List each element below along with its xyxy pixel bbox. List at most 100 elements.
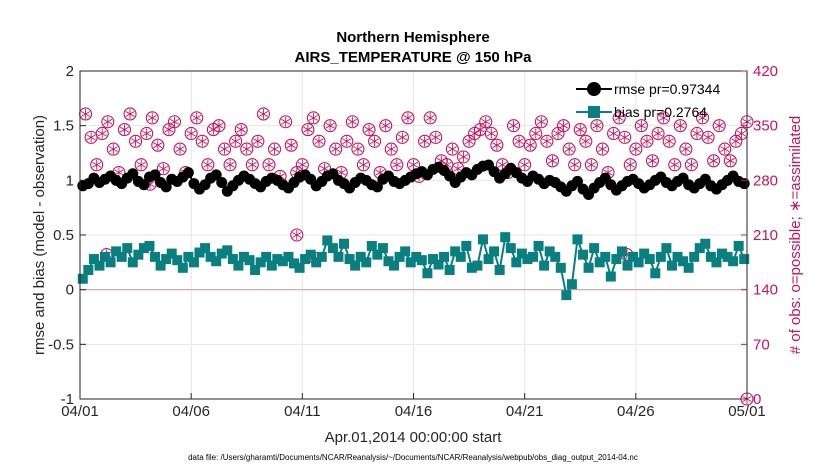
obs-asterisk-stroke <box>408 161 419 168</box>
obs-possible-point <box>312 134 326 148</box>
bias-point <box>255 257 266 268</box>
chart-title-line2: AIRS_TEMPERATURE @ 150 hPa <box>295 49 533 66</box>
obs-asterisk-stroke <box>725 157 735 164</box>
obs-possible-point <box>323 119 337 133</box>
obs-assimilated-point <box>292 230 302 240</box>
obs-possible-point <box>529 126 543 141</box>
bias-point <box>283 251 294 262</box>
obs-asterisk-stroke <box>442 161 452 168</box>
obs-assimilated-point <box>197 136 207 147</box>
bias-point <box>344 254 355 265</box>
obs-assimilated-point <box>314 136 324 147</box>
obs-possible-point <box>167 115 182 129</box>
obs-possible-point <box>701 130 715 144</box>
obs-asterisk-stroke <box>575 126 585 133</box>
bias-point <box>355 251 366 262</box>
obs-possible-point <box>390 158 404 172</box>
obs-asterisk-stroke <box>347 118 357 125</box>
obs-asterisk-stroke <box>609 130 619 137</box>
obs-assimilated-point <box>297 159 307 170</box>
rmse-point <box>738 178 750 190</box>
obs-asterisk-stroke <box>447 146 457 152</box>
y-tick-label-left: -1 <box>61 391 74 408</box>
obs-assimilated-point <box>231 136 241 147</box>
obs-possible-point <box>351 142 365 156</box>
bias-layer <box>77 232 750 301</box>
obs-assimilated-point <box>725 155 735 166</box>
bias-point <box>511 257 522 268</box>
y-axis-label-right: # of obs: o=possible; ∗=assimilated <box>787 116 804 355</box>
obs-possible-point <box>618 130 632 144</box>
obs-asterisk-stroke <box>108 146 118 152</box>
bias-point <box>522 254 533 265</box>
bias-point <box>327 243 338 254</box>
bias-point <box>544 246 555 257</box>
obs-asterisk-stroke <box>314 138 324 145</box>
obs-asterisk-stroke <box>709 157 719 164</box>
obs-asterisk-stroke <box>303 126 313 133</box>
y-tick-label-right: 280 <box>753 172 778 189</box>
obs-asterisk-stroke <box>631 146 641 152</box>
obs-assimilated-point <box>147 112 157 123</box>
obs-possible-point <box>190 111 204 125</box>
bias-point <box>461 240 472 251</box>
obs-possible-point <box>345 115 359 129</box>
obs-possible-point <box>590 119 604 133</box>
obs-asterisk-stroke <box>570 161 580 168</box>
obs-assimilated-point <box>408 159 419 170</box>
bias-point <box>722 251 733 262</box>
obs-asterisk-stroke <box>325 122 335 129</box>
obs-asterisk-stroke <box>720 146 730 152</box>
obs-possible-point <box>707 154 721 168</box>
bias-point <box>505 243 516 254</box>
bias-point <box>244 255 255 266</box>
obs-asterisk-stroke <box>581 138 591 145</box>
legend: rmse pr=0.97344 bias pr=0.2764 <box>576 81 720 120</box>
y-tick-label-right: 210 <box>753 227 778 244</box>
obs-asterisk-stroke <box>586 161 596 168</box>
obs-asterisk-stroke <box>559 122 569 129</box>
obs-assimilated-point <box>570 159 580 170</box>
bias-point <box>322 235 333 246</box>
bias-point <box>689 251 700 262</box>
obs-assimilated-point <box>420 136 430 147</box>
obs-possible-point <box>484 126 498 141</box>
legend-rmse-marker <box>587 82 601 96</box>
obs-possible-point <box>101 115 115 129</box>
obs-assimilated-point <box>703 132 713 143</box>
bias-point <box>694 243 705 254</box>
obs-assimilated-point <box>219 144 230 155</box>
bias-point <box>138 243 149 254</box>
obs-asterisk-stroke <box>692 130 702 137</box>
bias-point <box>566 279 577 290</box>
obs-assimilated-point <box>681 144 691 155</box>
obs-asterisk-stroke <box>258 111 268 117</box>
obs-assimilated-point <box>736 128 746 139</box>
bias-point <box>238 251 249 262</box>
obs-assimilated-point <box>586 159 596 170</box>
obs-asterisk-stroke <box>458 154 469 160</box>
rmse-point <box>571 175 583 187</box>
bias-point <box>516 248 527 259</box>
obs-asterisk-stroke <box>164 126 174 133</box>
bias-point <box>411 251 422 262</box>
obs-assimilated-point <box>709 155 719 166</box>
obs-possible-point <box>490 138 504 152</box>
obs-asterisk-stroke <box>664 138 674 145</box>
obs-asterisk-stroke <box>686 161 696 168</box>
obs-assimilated-point <box>642 136 652 147</box>
obs-assimilated-point <box>286 140 296 151</box>
obs-assimilated-point <box>497 159 507 170</box>
obs-asterisk-stroke <box>731 138 741 145</box>
bias-point <box>539 260 550 271</box>
y-tick-label-left: -0.5 <box>48 336 74 353</box>
bias-point <box>105 257 116 268</box>
obs-asterisk-stroke <box>653 130 663 137</box>
bias-point <box>77 273 88 284</box>
obs-asterisk-stroke <box>386 146 396 152</box>
obs-assimilated-point <box>364 124 374 135</box>
obs-assimilated-point <box>609 128 619 139</box>
obs-asterisk-stroke <box>620 134 630 141</box>
bias-point <box>311 257 322 268</box>
obs-possible-point <box>229 134 243 148</box>
